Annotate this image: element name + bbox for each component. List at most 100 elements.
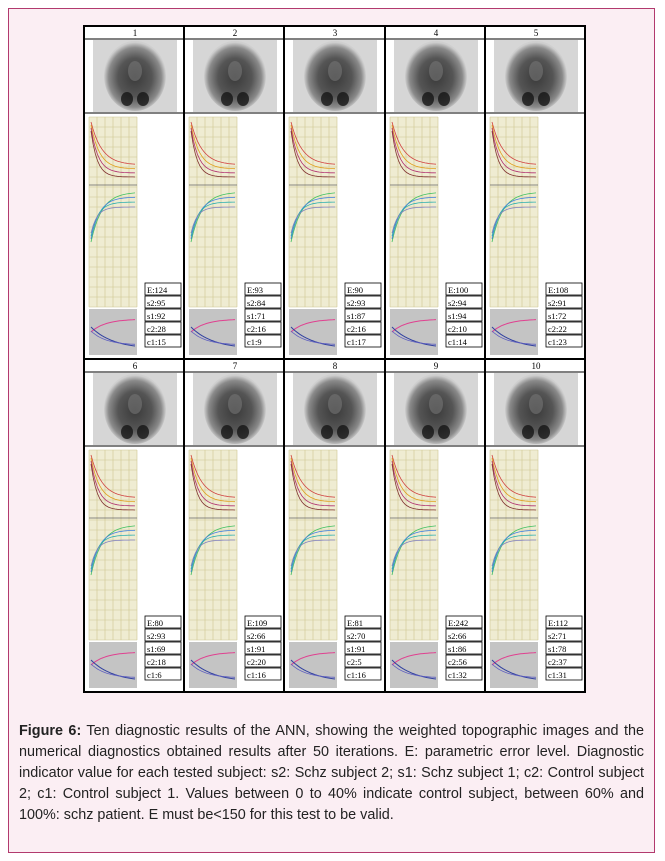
panel-graphic: 4 E:100 s2:94 s1:94 c2:10 c1:14 bbox=[386, 27, 485, 359]
brain-feature bbox=[522, 92, 534, 106]
value-label: E:112 bbox=[548, 618, 568, 628]
brain-feature bbox=[228, 61, 242, 81]
brain-feature bbox=[128, 394, 142, 414]
panel-graphic: 10 E:112 s2:71 s1:78 c2:37 c1:31 bbox=[486, 360, 585, 692]
value-label: c2:16 bbox=[247, 324, 266, 334]
value-label: c2:22 bbox=[548, 324, 567, 334]
value-label: E:109 bbox=[247, 618, 267, 628]
panel: 5 E:108 s2:91 s1:72 c2:22 c1:23 bbox=[485, 26, 585, 359]
value-label: s1:87 bbox=[347, 311, 365, 321]
brain-feature bbox=[137, 425, 149, 439]
value-label: c2:20 bbox=[247, 657, 266, 667]
value-label: s1:71 bbox=[247, 311, 265, 321]
brain-feature bbox=[429, 61, 443, 81]
value-label: c1:32 bbox=[448, 670, 467, 680]
value-label: s2:94 bbox=[448, 298, 467, 308]
value-label: s1:78 bbox=[548, 644, 566, 654]
brain-feature bbox=[328, 394, 342, 414]
value-label: E:90 bbox=[347, 285, 363, 295]
brain-feature bbox=[128, 61, 142, 81]
panel-graphic: 2E:93s2:84s1:71c2:16c1:9 bbox=[185, 27, 284, 359]
panel: 9 E:242 s2:66 s1:86 c2:56 c1:32 bbox=[385, 359, 485, 692]
panel-label: 1 bbox=[133, 28, 138, 38]
value-label: E:93 bbox=[247, 285, 263, 295]
brain-feature bbox=[328, 61, 342, 81]
value-label: c1:6 bbox=[147, 670, 162, 680]
value-label: c2:16 bbox=[347, 324, 366, 334]
brain-feature bbox=[538, 425, 550, 439]
panel: 8 E:81 s2:70 s1:91 c2:5 c1:16 bbox=[284, 359, 384, 692]
value-label: c2:18 bbox=[147, 657, 166, 667]
caption-text: Ten diagnostic results of the ANN, showi… bbox=[19, 723, 644, 823]
panel-graphic: 7 E:109 s2:66 s1:91 c2:20 c1:16 bbox=[185, 360, 284, 692]
panel-label: 9 bbox=[433, 361, 438, 371]
panel-graphic: 5 E:108 s2:91 s1:72 c2:22 c1:23 bbox=[486, 27, 585, 359]
panel-label: 3 bbox=[333, 28, 338, 38]
value-label: E:81 bbox=[347, 618, 363, 628]
brain-feature bbox=[422, 92, 434, 106]
brain-feature bbox=[538, 92, 550, 106]
value-label: s1:91 bbox=[247, 644, 265, 654]
value-label: s1:69 bbox=[147, 644, 165, 654]
value-label: s1:72 bbox=[548, 311, 566, 321]
page: {"figure": {"panels": [ {"label": "1", "… bbox=[0, 0, 665, 861]
value-label: c1:14 bbox=[448, 337, 468, 347]
value-label: E:80 bbox=[147, 618, 163, 628]
brain-feature bbox=[422, 425, 434, 439]
panel-graphic: 9 E:242 s2:66 s1:86 c2:56 c1:32 bbox=[386, 360, 485, 692]
value-label: E:108 bbox=[548, 285, 568, 295]
panel-label: 7 bbox=[233, 361, 238, 371]
value-label: c2:56 bbox=[448, 657, 467, 667]
value-label: c1:9 bbox=[247, 337, 262, 347]
caption-label: Figure 6: bbox=[19, 723, 81, 739]
caption: Figure 6: Ten diagnostic results of the … bbox=[19, 721, 644, 826]
brain-feature bbox=[221, 92, 233, 106]
value-label: s2:70 bbox=[347, 631, 365, 641]
value-label: s2:66 bbox=[448, 631, 466, 641]
panel-label: 5 bbox=[534, 28, 539, 38]
brain-feature bbox=[321, 425, 333, 439]
brain-feature bbox=[429, 394, 443, 414]
value-label: E:100 bbox=[448, 285, 468, 295]
value-label: c1:17 bbox=[347, 337, 366, 347]
brain-feature bbox=[237, 425, 249, 439]
value-label: c1:31 bbox=[548, 670, 567, 680]
brain-feature bbox=[221, 425, 233, 439]
value-label: s2:93 bbox=[347, 298, 365, 308]
panel: 4 E:100 s2:94 s1:94 c2:10 c1:14 bbox=[385, 26, 485, 359]
brain-feature bbox=[121, 92, 133, 106]
panel-label: 10 bbox=[531, 361, 541, 371]
figure-frame: 1E:124s2:95s1:92c2:28c1:152E:93s2:84s1:7… bbox=[8, 8, 655, 853]
value-label: s1:94 bbox=[448, 311, 467, 321]
panel-graphic: 3 E:90 s2:93 s1:87 c2:16 c1:17 bbox=[285, 27, 384, 359]
value-label: s1:86 bbox=[448, 644, 466, 654]
panel-label: 8 bbox=[333, 361, 338, 371]
brain-feature bbox=[529, 61, 543, 81]
value-label: c2:37 bbox=[548, 657, 567, 667]
value-label: s2:95 bbox=[147, 298, 165, 308]
panel: 10 E:112 s2:71 s1:78 c2:37 c1:31 bbox=[485, 359, 585, 692]
brain-feature bbox=[522, 425, 534, 439]
value-label: c1:16 bbox=[347, 670, 366, 680]
brain-feature bbox=[137, 92, 149, 106]
value-label: c2:5 bbox=[347, 657, 362, 667]
panel-graphic: 8 E:81 s2:70 s1:91 c2:5 c1:16 bbox=[285, 360, 384, 692]
panel: 3 E:90 s2:93 s1:87 c2:16 c1:17 bbox=[284, 26, 384, 359]
value-label: c2:10 bbox=[448, 324, 467, 334]
value-label: s2:71 bbox=[548, 631, 566, 641]
brain-feature bbox=[337, 425, 349, 439]
value-label: s2:93 bbox=[147, 631, 165, 641]
brain-feature bbox=[337, 92, 349, 106]
value-label: s1:91 bbox=[347, 644, 365, 654]
panel-label: 2 bbox=[233, 28, 238, 38]
value-label: c1:15 bbox=[147, 337, 166, 347]
value-label: E:242 bbox=[448, 618, 468, 628]
value-label: s2:91 bbox=[548, 298, 566, 308]
value-label: c1:16 bbox=[247, 670, 266, 680]
panel-label: 4 bbox=[433, 28, 438, 38]
value-label: s2:66 bbox=[247, 631, 265, 641]
value-label: c1:23 bbox=[548, 337, 567, 347]
